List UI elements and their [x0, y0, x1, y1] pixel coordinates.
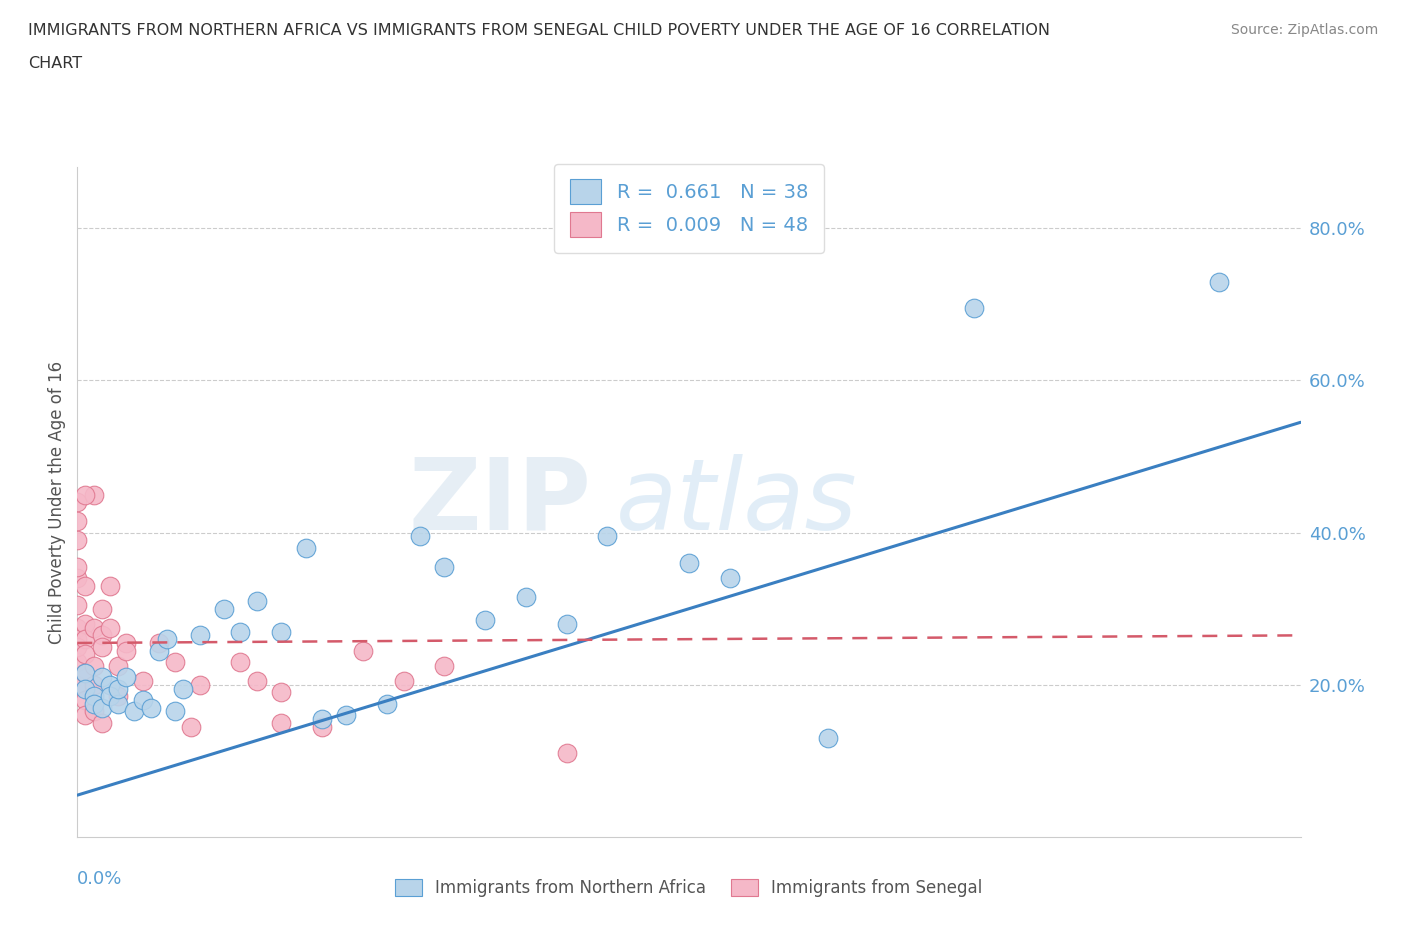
Point: [335, 708, 357, 723]
Point: [131, 673, 153, 688]
Point: [311, 719, 333, 734]
Point: [75, 631, 97, 646]
Point: [75, 487, 97, 502]
Point: [555, 617, 578, 631]
Point: [83, 677, 105, 692]
Point: [75, 666, 97, 681]
Point: [75, 647, 97, 662]
Point: [90, 628, 112, 643]
Point: [817, 731, 839, 746]
Point: [678, 555, 700, 570]
Point: [75, 681, 97, 696]
Point: [139, 700, 162, 715]
Point: [66, 560, 89, 575]
Point: [963, 300, 986, 315]
Text: Source: ZipAtlas.com: Source: ZipAtlas.com: [1230, 23, 1378, 37]
Point: [75, 708, 97, 723]
Point: [148, 635, 170, 650]
Point: [83, 620, 105, 635]
Point: [229, 655, 252, 670]
Legend: R =  0.661   N = 38, R =  0.009   N = 48: R = 0.661 N = 38, R = 0.009 N = 48: [554, 164, 824, 253]
Point: [66, 513, 89, 528]
Point: [98, 578, 121, 593]
Point: [66, 655, 89, 670]
Point: [83, 689, 105, 704]
Point: [392, 673, 415, 688]
Point: [433, 658, 456, 673]
Y-axis label: Child Poverty Under the Age of 16: Child Poverty Under the Age of 16: [48, 361, 66, 644]
Point: [66, 571, 89, 586]
Point: [75, 578, 97, 593]
Point: [75, 617, 97, 631]
Point: [180, 719, 202, 734]
Point: [107, 689, 129, 704]
Point: [66, 533, 89, 548]
Point: [90, 639, 112, 654]
Text: CHART: CHART: [28, 56, 82, 71]
Point: [294, 540, 316, 555]
Point: [124, 704, 146, 719]
Point: [270, 685, 292, 700]
Point: [83, 658, 105, 673]
Point: [75, 666, 97, 681]
Point: [83, 704, 105, 719]
Point: [66, 620, 89, 635]
Point: [83, 487, 105, 502]
Point: [311, 711, 333, 726]
Point: [246, 673, 269, 688]
Point: [66, 639, 89, 654]
Point: [270, 624, 292, 639]
Point: [75, 693, 97, 708]
Point: [66, 597, 89, 612]
Point: [270, 715, 292, 730]
Point: [148, 644, 170, 658]
Point: [555, 746, 578, 761]
Point: [107, 697, 129, 711]
Text: IMMIGRANTS FROM NORTHERN AFRICA VS IMMIGRANTS FROM SENEGAL CHILD POVERTY UNDER T: IMMIGRANTS FROM NORTHERN AFRICA VS IMMIG…: [28, 23, 1050, 38]
Point: [90, 715, 112, 730]
Point: [90, 602, 112, 617]
Point: [188, 628, 211, 643]
Point: [188, 677, 211, 692]
Point: [1208, 274, 1230, 289]
Point: [433, 560, 456, 575]
Text: ZIP: ZIP: [408, 454, 591, 551]
Point: [115, 670, 138, 684]
Point: [66, 677, 89, 692]
Point: [98, 677, 121, 692]
Point: [229, 624, 252, 639]
Point: [246, 593, 269, 608]
Point: [375, 697, 398, 711]
Point: [515, 590, 537, 604]
Point: [596, 529, 619, 544]
Point: [474, 613, 496, 628]
Point: [212, 602, 235, 617]
Text: 0.0%: 0.0%: [77, 870, 122, 888]
Point: [172, 681, 194, 696]
Point: [165, 655, 187, 670]
Point: [156, 631, 179, 646]
Point: [352, 644, 374, 658]
Point: [90, 700, 112, 715]
Point: [66, 631, 89, 646]
Point: [115, 635, 138, 650]
Point: [66, 495, 89, 510]
Point: [98, 620, 121, 635]
Point: [718, 571, 741, 586]
Point: [115, 644, 138, 658]
Point: [165, 704, 187, 719]
Point: [409, 529, 432, 544]
Point: [131, 693, 153, 708]
Point: [90, 670, 112, 684]
Point: [107, 681, 129, 696]
Point: [107, 658, 129, 673]
Text: atlas: atlas: [616, 454, 858, 551]
Point: [83, 697, 105, 711]
Point: [98, 689, 121, 704]
